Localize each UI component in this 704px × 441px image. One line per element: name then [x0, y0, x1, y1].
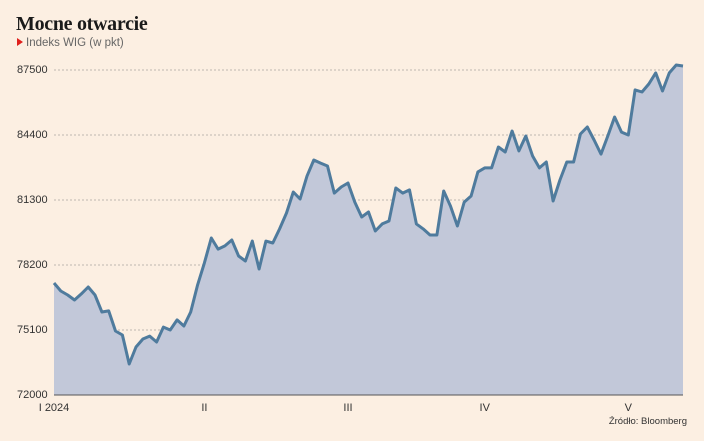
x-tick-label: IV — [480, 402, 491, 414]
chart-subtitle: Indeks WIG (w pkt) — [26, 37, 124, 49]
x-tick-label: I 2024 — [39, 402, 70, 414]
area — [54, 65, 683, 395]
chart-title: Mocne otwarcie — [16, 13, 148, 35]
subtitle-marker — [17, 38, 23, 46]
y-tick-label: 75100 — [17, 324, 48, 336]
y-tick-label: 81300 — [17, 194, 48, 206]
line — [52, 63, 684, 366]
y-tick-label: 84400 — [17, 129, 48, 141]
x-tick-label: II — [201, 402, 207, 414]
y-tick-label: 72000 — [17, 389, 48, 401]
source: Źródło: Bloomberg — [609, 416, 687, 427]
x-tick-label: III — [343, 402, 352, 414]
y-tick-label: 87500 — [17, 64, 48, 76]
x-tick-label: V — [625, 402, 633, 414]
y-tick-label: 78200 — [17, 259, 48, 271]
